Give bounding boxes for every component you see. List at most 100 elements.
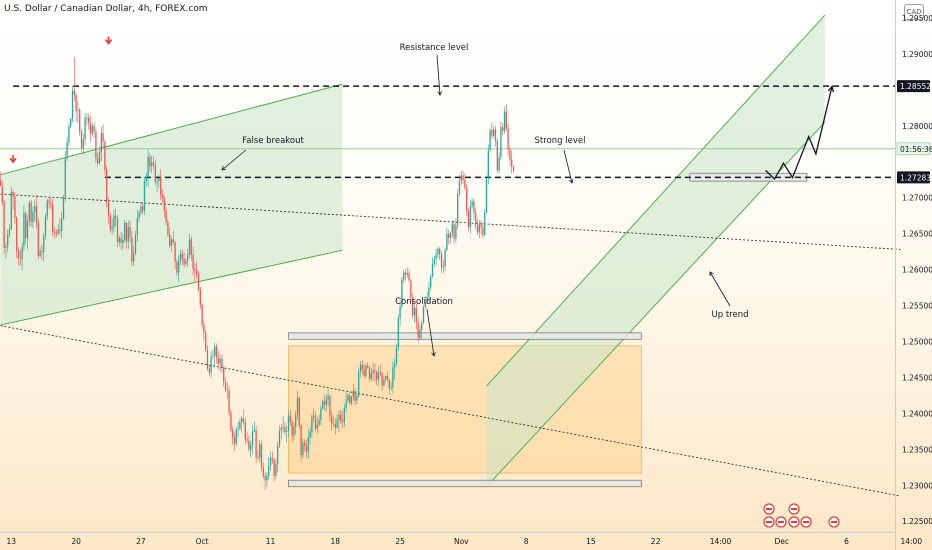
- candle-body-239: [430, 276, 432, 288]
- annotation-pointer-2: [563, 149, 573, 184]
- candle-body-69: [124, 222, 126, 241]
- price-tick-label-9: 1.24000: [902, 409, 932, 418]
- candle-body-27: [48, 200, 50, 203]
- candle-body-234: [421, 322, 423, 330]
- candle-body-33: [59, 229, 61, 231]
- candle-body-265: [476, 225, 479, 233]
- annotation-pointer-0: [436, 54, 441, 96]
- candle-body-187: [336, 419, 338, 428]
- candle-body-206: [370, 373, 372, 379]
- candle-body-137: [246, 439, 248, 441]
- left-channel-fill: [0, 84, 343, 325]
- candle-body-109: [196, 271, 198, 274]
- candle-body-121: [217, 358, 219, 364]
- candle-body-87: [156, 181, 158, 182]
- time-tick-label-11: 14:00: [710, 537, 732, 546]
- candle-body-108: [194, 268, 196, 272]
- candle-body-43: [77, 109, 79, 111]
- level-tag-label-0: 1.28552: [900, 82, 931, 91]
- candle-body-55: [98, 152, 101, 164]
- candle-body-5: [8, 229, 11, 236]
- event-flag-stripe-6: [831, 521, 837, 523]
- price-tick-label-8: 1.24500: [902, 373, 932, 382]
- candle-body-169: [304, 442, 306, 446]
- candle-body-81: [145, 176, 147, 182]
- candle-body-36: [64, 158, 66, 197]
- candle-body-163: [293, 427, 295, 436]
- candle-body-92: [165, 210, 167, 223]
- price-tick-label-1: 1.29000: [902, 50, 932, 59]
- time-tick-label-14: 14:00: [900, 537, 922, 546]
- candle-body-70: [125, 222, 128, 242]
- candle-body-29: [52, 204, 54, 232]
- candle-body-93: [167, 222, 169, 235]
- candle-body-50: [89, 122, 92, 134]
- symbol-title: U.S. Dollar / Canadian Dollar, 4h, FOREX…: [4, 4, 208, 14]
- candle-body-185: [332, 423, 335, 425]
- candle-body-22: [39, 250, 41, 256]
- event-flag-stripe-0: [766, 508, 772, 510]
- candle-body-53: [95, 131, 97, 159]
- candle-body-6: [10, 191, 12, 230]
- candle-body-117: [210, 356, 212, 373]
- candle-body-144: [259, 444, 261, 458]
- currency-badge[interactable]: CAD: [904, 4, 924, 20]
- candle-body-188: [338, 414, 340, 420]
- candle-body-253: [455, 225, 457, 239]
- candle-body-266: [478, 223, 480, 233]
- candle-body-135: [242, 418, 245, 423]
- candle-body-216: [388, 379, 390, 389]
- candle-body-201: [361, 364, 363, 370]
- candle-body-44: [79, 109, 81, 132]
- candle-body-236: [424, 301, 426, 307]
- candle-body-133: [239, 422, 241, 429]
- time-tick-label-5: 18: [331, 537, 341, 546]
- candle-body-106: [190, 239, 192, 255]
- candle-body-146: [262, 467, 264, 476]
- annotation-arrowhead-4: [709, 271, 714, 277]
- candle-body-75: [134, 234, 137, 254]
- candle-body-17: [30, 202, 32, 223]
- candle-body-250: [449, 232, 452, 238]
- candle-body-155: [278, 430, 281, 446]
- candle-body-273: [491, 130, 493, 136]
- annotation-arrowhead-3: [431, 352, 436, 357]
- candle-body-193: [347, 395, 349, 401]
- candle-body-157: [282, 427, 284, 428]
- time-tick-label-0: 13: [7, 537, 17, 546]
- candle-body-260: [467, 210, 470, 228]
- candle-body-152: [273, 460, 275, 476]
- candle-body-0: [0, 180, 2, 187]
- candle-body-129: [232, 429, 234, 438]
- price-tick-label-10: 1.23500: [902, 445, 932, 454]
- candle-body-149: [268, 465, 270, 476]
- candle-body-150: [269, 457, 272, 466]
- candle-body-96: [172, 239, 174, 243]
- candle-body-229: [412, 297, 414, 315]
- candle-body-211: [379, 372, 381, 374]
- candle-body-100: [179, 253, 182, 261]
- candle-body-246: [442, 266, 444, 268]
- candle-body-45: [80, 131, 83, 149]
- candle-body-143: [257, 457, 259, 459]
- candle-body-71: [127, 227, 129, 242]
- candle-body-190: [341, 420, 344, 423]
- candle-body-248: [446, 233, 448, 251]
- candle-body-4: [7, 235, 9, 246]
- candle-body-119: [214, 346, 216, 356]
- candle-body-66: [118, 237, 120, 243]
- candle-body-122: [219, 358, 221, 364]
- annotation-arrowhead-2: [569, 179, 574, 184]
- candle-body-47: [84, 117, 86, 140]
- candle-body-214: [385, 375, 387, 380]
- candle-body-158: [284, 427, 286, 433]
- candle-body-37: [66, 142, 68, 159]
- candle-body-179: [322, 401, 324, 410]
- candle-body-212: [381, 373, 383, 386]
- candle-body-213: [383, 379, 385, 386]
- candle-body-244: [439, 248, 441, 254]
- trendline-0: [0, 325, 901, 497]
- candle-body-165: [296, 397, 299, 415]
